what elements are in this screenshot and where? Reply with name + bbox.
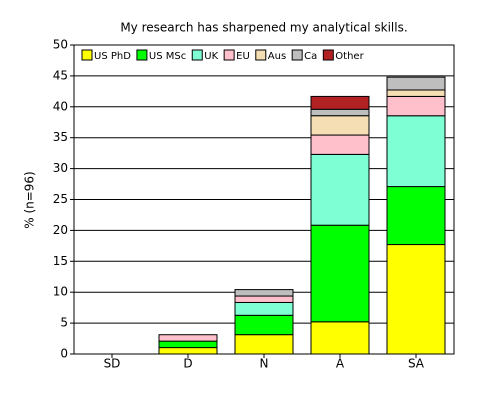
legend-label: EU	[236, 51, 250, 62]
x-tick-label: SD	[104, 357, 121, 371]
plot-frame	[73, 44, 455, 355]
y-tick-label: 0	[60, 347, 68, 361]
y-tick-label: 40	[53, 99, 68, 113]
legend-label: US MSc	[149, 51, 186, 62]
legend-swatch	[322, 49, 334, 61]
bar-segment	[386, 115, 446, 188]
y-tick-label: 45	[53, 68, 68, 82]
bar-segment	[310, 108, 370, 117]
legend-label: UK	[204, 51, 218, 62]
bar-segment	[386, 244, 446, 355]
bar-segment	[158, 347, 218, 355]
bar-segment	[310, 134, 370, 155]
legend-label: Aus	[268, 51, 286, 62]
legend-swatch	[291, 49, 303, 61]
y-tick-label: 50	[53, 38, 68, 52]
bar-segment	[386, 89, 446, 97]
legend-swatch	[223, 49, 235, 61]
y-tick-label: 20	[53, 223, 68, 237]
bar-segment	[310, 321, 370, 355]
x-tick-label: N	[260, 357, 269, 371]
y-axis-label: % (n=96)	[23, 171, 37, 229]
y-tick-label: 5	[60, 316, 68, 330]
bar-segment	[234, 334, 294, 355]
bar-segment	[234, 301, 294, 316]
bar-segment	[386, 186, 446, 246]
legend-label: US PhD	[94, 51, 131, 62]
bar-segment	[310, 115, 370, 136]
chart-title: My research has sharpened my analytical …	[120, 21, 407, 35]
bar-segment	[386, 95, 446, 117]
x-tick-label: SA	[408, 357, 425, 371]
bar-segment	[158, 340, 218, 349]
bar-segment	[386, 76, 446, 91]
bar-segment	[234, 289, 294, 297]
legend-swatch	[255, 49, 267, 61]
bar-segment	[310, 153, 370, 226]
y-tick-label: 35	[53, 130, 68, 144]
legend-label: Ca	[304, 51, 317, 62]
legend-label: Other	[335, 51, 364, 62]
bar-segment	[234, 314, 294, 336]
y-tick-label: 10	[53, 285, 68, 299]
bar-segment	[158, 334, 218, 342]
bar-segment	[234, 295, 294, 303]
legend-swatch	[191, 49, 203, 61]
y-tick-label: 25	[53, 192, 68, 206]
bar-segment	[310, 224, 370, 323]
bar-segment	[310, 95, 370, 110]
x-tick-label: D	[183, 357, 192, 371]
x-tick-label: A	[336, 357, 345, 371]
legend-swatch	[81, 49, 93, 61]
legend-swatch	[136, 49, 148, 61]
y-tick-label: 30	[53, 161, 68, 175]
y-tick-label: 15	[53, 254, 68, 268]
